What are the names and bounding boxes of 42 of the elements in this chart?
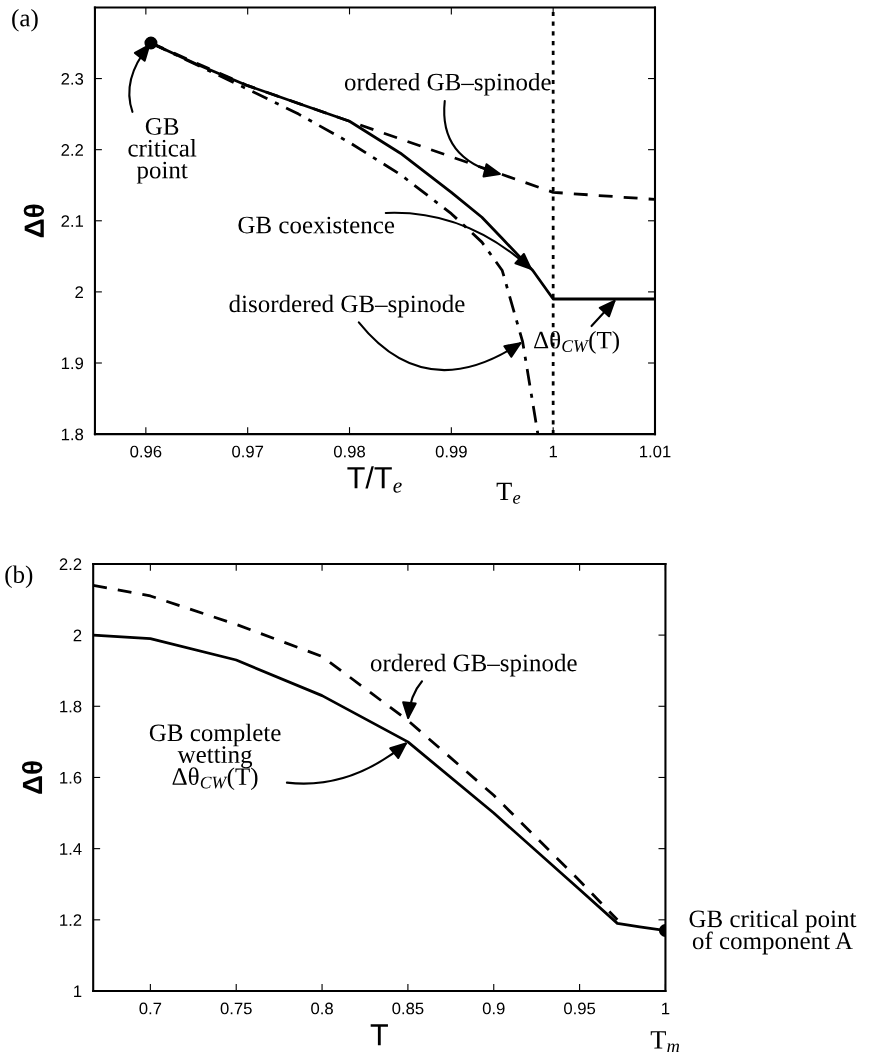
- x-tick-label: 1.01: [640, 445, 671, 458]
- y-axis-title: Δθ: [21, 761, 43, 794]
- y-axis-title: Δθ: [23, 204, 45, 238]
- x-tick-label: 0.75: [220, 1002, 252, 1015]
- annotation: GB complete wetting Δθ$_{CW}$(T): [149, 723, 281, 791]
- x-tick-label: 0.9: [482, 1002, 505, 1015]
- annotation: GB critical point: [128, 118, 197, 184]
- text: T$_{m}$: [650, 1031, 680, 1053]
- y-tick-label: 2: [75, 286, 83, 298]
- x-tick-label: 0.96: [130, 445, 162, 458]
- y-tick-label: 1.2: [60, 914, 82, 926]
- text: (a): [12, 8, 38, 32]
- x-tick-label: 0.8: [311, 1002, 333, 1015]
- y-tick-label: 2.3: [61, 72, 84, 85]
- text: T$_{e}$: [496, 482, 521, 504]
- y-tick-label: 1.8: [60, 700, 82, 713]
- x-tick-label: 0.95: [564, 1002, 596, 1015]
- annotation: Δθ$_{CW}$(T): [534, 330, 619, 354]
- x-tick-label: 1: [549, 445, 557, 458]
- annotation: ordered GB–spinode: [344, 72, 551, 96]
- x-axis-title: T/T$_{e}$: [347, 466, 402, 493]
- annotation: disordered GB–spinode: [229, 294, 465, 318]
- y-tick-label: 1.6: [60, 771, 82, 784]
- x-tick-label: 0.98: [333, 445, 365, 458]
- x-tick-label: 0.7: [139, 1002, 162, 1015]
- x-tick-label: 0.85: [392, 1002, 424, 1015]
- y-tick-label: 2: [73, 629, 82, 642]
- annotation: ordered GB–spinode: [370, 653, 577, 677]
- text: (b): [5, 565, 33, 589]
- y-tick-label: 1.9: [61, 357, 84, 370]
- annotation: GB coexistence: [238, 216, 395, 234]
- x-axis-title: T: [370, 1024, 388, 1046]
- x-tick-label: 0.97: [232, 445, 264, 458]
- y-tick-label: 2.2: [61, 144, 83, 156]
- y-tick-label: 1.8: [61, 428, 84, 441]
- x-tick-label: 0.99: [435, 445, 467, 458]
- y-tick-label: 1.4: [60, 843, 82, 855]
- y-tick-label: 2.2: [59, 558, 82, 570]
- y-tick-label: 2.1: [61, 215, 84, 227]
- x-tick-label: 1: [662, 1002, 670, 1015]
- y-tick-label: 1: [74, 985, 82, 998]
- annotation: GB critical point of component A: [689, 909, 857, 955]
